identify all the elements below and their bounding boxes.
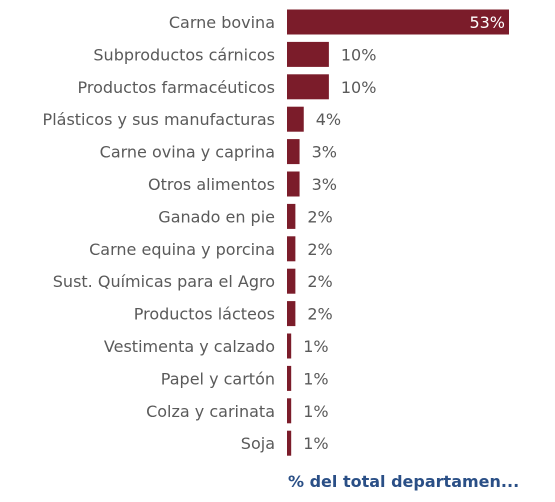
bar[interactable] <box>287 41 329 67</box>
bar[interactable] <box>287 203 296 229</box>
data-label: 53% <box>469 13 505 32</box>
data-label: 1% <box>303 369 328 388</box>
bar[interactable] <box>287 171 300 197</box>
category-label: Carne equina y porcina <box>89 240 275 259</box>
bar[interactable] <box>287 430 292 456</box>
category-label: Sust. Químicas para el Agro <box>53 272 275 291</box>
data-label: 10% <box>341 78 377 97</box>
data-label: 1% <box>303 434 328 453</box>
category-label: Otros alimentos <box>148 175 275 194</box>
data-label: 3% <box>312 143 337 162</box>
category-label: Productos farmacéuticos <box>77 78 275 97</box>
bar[interactable] <box>287 139 300 165</box>
data-label: 2% <box>307 272 332 291</box>
category-label: Vestimenta y calzado <box>104 337 275 356</box>
data-label: 1% <box>303 337 328 356</box>
data-label: 1% <box>303 402 328 421</box>
data-label: 2% <box>307 305 332 324</box>
category-label: Colza y carinata <box>146 402 275 421</box>
bar[interactable] <box>287 333 292 359</box>
bar[interactable] <box>287 236 296 262</box>
bar[interactable] <box>287 9 509 35</box>
data-label: 2% <box>307 207 332 226</box>
bar[interactable] <box>287 365 292 391</box>
data-label: 10% <box>341 45 377 64</box>
bar[interactable] <box>287 398 292 424</box>
category-label: Carne ovina y caprina <box>100 143 275 162</box>
bar[interactable] <box>287 301 296 327</box>
data-label: 2% <box>307 240 332 259</box>
category-label: Soja <box>241 434 275 453</box>
category-label: Productos lácteos <box>134 305 275 324</box>
category-label: Carne bovina <box>169 13 275 32</box>
category-label: Plásticos y sus manufacturas <box>43 110 275 129</box>
category-label: Ganado en pie <box>158 207 275 226</box>
data-label: 3% <box>312 175 337 194</box>
data-label: 4% <box>316 110 341 129</box>
category-label: Papel y cartón <box>161 369 275 388</box>
bar[interactable] <box>287 74 329 100</box>
bar[interactable] <box>287 268 296 294</box>
category-label: Subproductos cárnicos <box>93 45 275 64</box>
x-axis-title: % del total departamen... <box>288 472 520 491</box>
bar[interactable] <box>287 106 304 132</box>
